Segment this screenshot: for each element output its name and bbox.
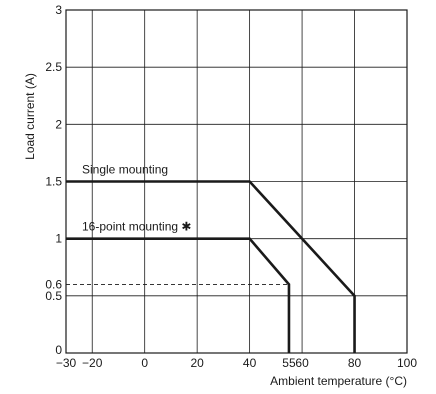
x-tick-label: −30 xyxy=(56,356,77,370)
x-tick-label: 0 xyxy=(141,356,148,370)
series-label-1: 16-point mounting ✱ xyxy=(82,220,191,234)
y-tick-label: 1.5 xyxy=(45,175,62,189)
y-tick-label: 0.6 xyxy=(45,277,62,291)
x-tick-label: 40 xyxy=(243,356,257,370)
y-axis-ticks: 0 0.50.6 1 1.5 2 2.5 3 xyxy=(45,3,62,357)
series-lines xyxy=(66,180,356,353)
x-tick-label: 100 xyxy=(397,356,417,370)
x-tick-label: 20 xyxy=(190,356,204,370)
plot-frame xyxy=(65,9,408,354)
x-axis-ticks: −30 −20 0 20 40 55 60 80 100 xyxy=(56,356,418,370)
x-tick-label: 60 xyxy=(295,356,309,370)
y-tick-label: 0 xyxy=(55,343,62,357)
y-tick-label: 0.5 xyxy=(45,289,62,303)
x-axis-label: Ambient temperature (°C) xyxy=(270,374,407,388)
series-line-0 xyxy=(66,180,356,353)
y-tick-label: 3 xyxy=(55,3,62,17)
y-tick-label: 2 xyxy=(55,117,62,131)
series-label-0: Single mounting xyxy=(82,163,168,177)
series-line-1 xyxy=(66,237,291,353)
x-tick-label: −20 xyxy=(82,356,103,370)
x-tick-label: 80 xyxy=(348,356,362,370)
x-tick-label: 55 xyxy=(282,356,296,370)
y-tick-label: 2.5 xyxy=(45,60,62,74)
y-tick-label: 1 xyxy=(55,232,62,246)
y-axis-label: Load current (A) xyxy=(23,73,37,160)
series-labels: Single mounting 16-point mounting ✱ xyxy=(82,163,191,234)
